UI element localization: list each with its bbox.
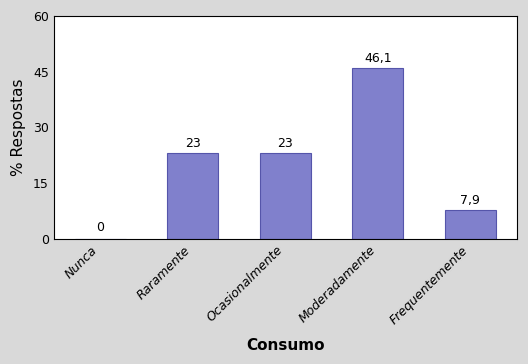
Bar xyxy=(445,210,496,239)
X-axis label: Consumo: Consumo xyxy=(246,338,325,353)
Text: 46,1: 46,1 xyxy=(364,52,392,65)
Text: 7,9: 7,9 xyxy=(460,194,480,206)
Y-axis label: % Respostas: % Respostas xyxy=(11,79,26,176)
Bar xyxy=(352,68,403,239)
Text: 0: 0 xyxy=(96,221,105,234)
Bar xyxy=(260,154,311,239)
Bar xyxy=(167,154,218,239)
Text: 23: 23 xyxy=(278,138,293,150)
Text: 23: 23 xyxy=(185,138,201,150)
